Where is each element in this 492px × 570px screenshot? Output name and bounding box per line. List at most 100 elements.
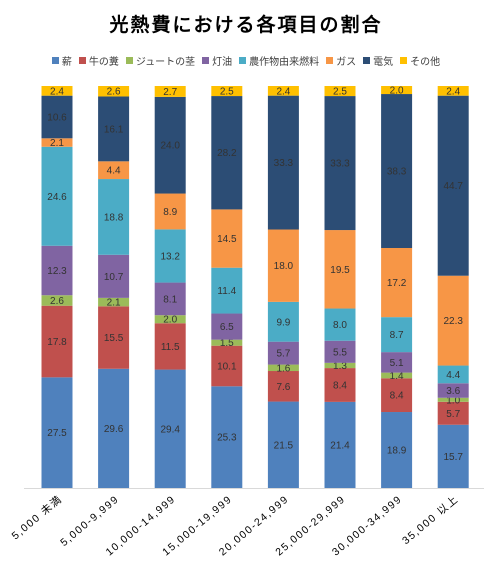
data-label: 33.3 <box>330 159 350 170</box>
data-label: 13.2 <box>160 251 180 262</box>
data-label: 5.5 <box>333 347 347 358</box>
bar-segment <box>437 397 469 402</box>
data-label: 10.6 <box>47 112 67 123</box>
data-label: 33.3 <box>274 158 294 169</box>
bar-segment <box>381 352 413 373</box>
bar-segment <box>267 229 299 302</box>
legend-item: 電気 <box>363 53 393 68</box>
data-label: 1.4 <box>390 371 404 382</box>
data-label: 5.7 <box>276 349 290 360</box>
data-label: 22.3 <box>443 316 463 327</box>
legend-label: 農作物由来燃料 <box>249 56 320 68</box>
bar-segment <box>381 94 413 249</box>
bar-segment <box>324 368 356 402</box>
bar-segment <box>324 308 356 341</box>
bar-segment <box>324 340 356 363</box>
data-label: 5.1 <box>390 358 404 369</box>
data-label: 2.5 <box>220 87 234 98</box>
data-label: 38.3 <box>387 167 407 178</box>
bar-segment <box>381 86 413 95</box>
bar-segment <box>324 401 356 488</box>
legend-swatch <box>239 56 247 64</box>
data-label: 1.5 <box>220 338 234 349</box>
bar-segment <box>154 323 186 370</box>
data-label: 2.5 <box>333 87 347 98</box>
bar-segment <box>154 315 186 324</box>
legend-item: 農作物由来燃料 <box>239 53 319 68</box>
data-label: 9.9 <box>276 317 290 328</box>
data-label: 8.1 <box>163 294 177 305</box>
bar-segment <box>211 339 243 346</box>
data-label: 1.3 <box>333 361 347 372</box>
bar-segment <box>267 95 299 230</box>
bar-segment <box>41 305 73 378</box>
data-label: 2.1 <box>107 298 121 309</box>
data-label: 10.1 <box>217 361 237 372</box>
bar-segment <box>381 317 413 353</box>
data-label: 18.9 <box>387 446 407 457</box>
bar-segment <box>437 401 469 425</box>
data-label: 24.6 <box>47 192 67 203</box>
bar-segment <box>154 369 186 488</box>
bar-segment <box>211 267 243 314</box>
data-label: 12.3 <box>47 266 67 277</box>
legend-label: 灯油 <box>212 56 233 68</box>
bar-segment <box>381 412 413 488</box>
legend-item: 灯油 <box>202 53 232 68</box>
data-label: 28.2 <box>217 148 237 159</box>
bar-segment <box>41 138 73 147</box>
legend-swatch <box>125 56 133 64</box>
data-label: 1.6 <box>276 363 290 374</box>
bar-segment <box>98 297 130 307</box>
data-label: 15.5 <box>104 333 124 344</box>
bar-segment <box>41 95 73 139</box>
data-label: 19.5 <box>330 265 350 276</box>
legend-item: ガス <box>326 53 356 68</box>
bar-segment <box>437 86 469 96</box>
legend-item: その他 <box>400 53 440 68</box>
bar-segment <box>211 313 243 340</box>
bar-segment <box>98 254 130 298</box>
data-label: 3.6 <box>446 386 460 397</box>
legend-swatch <box>363 56 371 64</box>
bar-segment <box>41 377 73 488</box>
bar-segment <box>211 86 243 97</box>
x-tick-label: 35,000 以上 <box>400 493 461 547</box>
legend-swatch <box>400 56 408 64</box>
legend-swatch <box>326 56 334 64</box>
legend-label: 薪 <box>61 56 72 68</box>
legend-label: 電気 <box>373 56 394 68</box>
bar-segment <box>98 86 130 97</box>
bar-segment <box>381 378 413 413</box>
bar-segment <box>41 295 73 306</box>
legend-item: 牛の糞 <box>78 53 119 68</box>
data-label: 29.4 <box>160 424 180 435</box>
bar-segment <box>267 364 299 372</box>
legend: 薪 牛の糞 ジュートの茎 灯油 農作物由来燃料 ガス 電気 その他 <box>0 52 492 68</box>
data-label: 4.4 <box>107 166 121 177</box>
data-label: 44.7 <box>443 181 463 192</box>
data-label: 17.8 <box>47 337 67 348</box>
bar-segment <box>154 193 186 230</box>
data-label: 16.1 <box>104 124 124 135</box>
legend-item: ジュートの茎 <box>125 53 195 68</box>
bar-segment <box>324 362 356 369</box>
data-label: 2.4 <box>446 86 460 97</box>
bar-segment <box>98 96 130 162</box>
bar-segment <box>154 282 186 316</box>
bar-segment <box>267 401 299 488</box>
bar-segment <box>211 209 243 268</box>
legend-label: 牛の糞 <box>88 56 119 68</box>
data-label: 15.7 <box>443 452 463 463</box>
data-label: 6.5 <box>220 322 234 333</box>
data-label: 2.6 <box>50 296 64 307</box>
data-label: 8.0 <box>333 320 347 331</box>
bar-segment <box>324 230 356 309</box>
bar-segment <box>437 424 469 488</box>
bar-segment <box>381 372 413 379</box>
bar-segment <box>267 341 299 365</box>
bar-segment <box>381 248 413 318</box>
legend-swatch <box>78 56 86 64</box>
bar-segment <box>41 245 73 296</box>
data-label: 17.2 <box>387 278 407 289</box>
